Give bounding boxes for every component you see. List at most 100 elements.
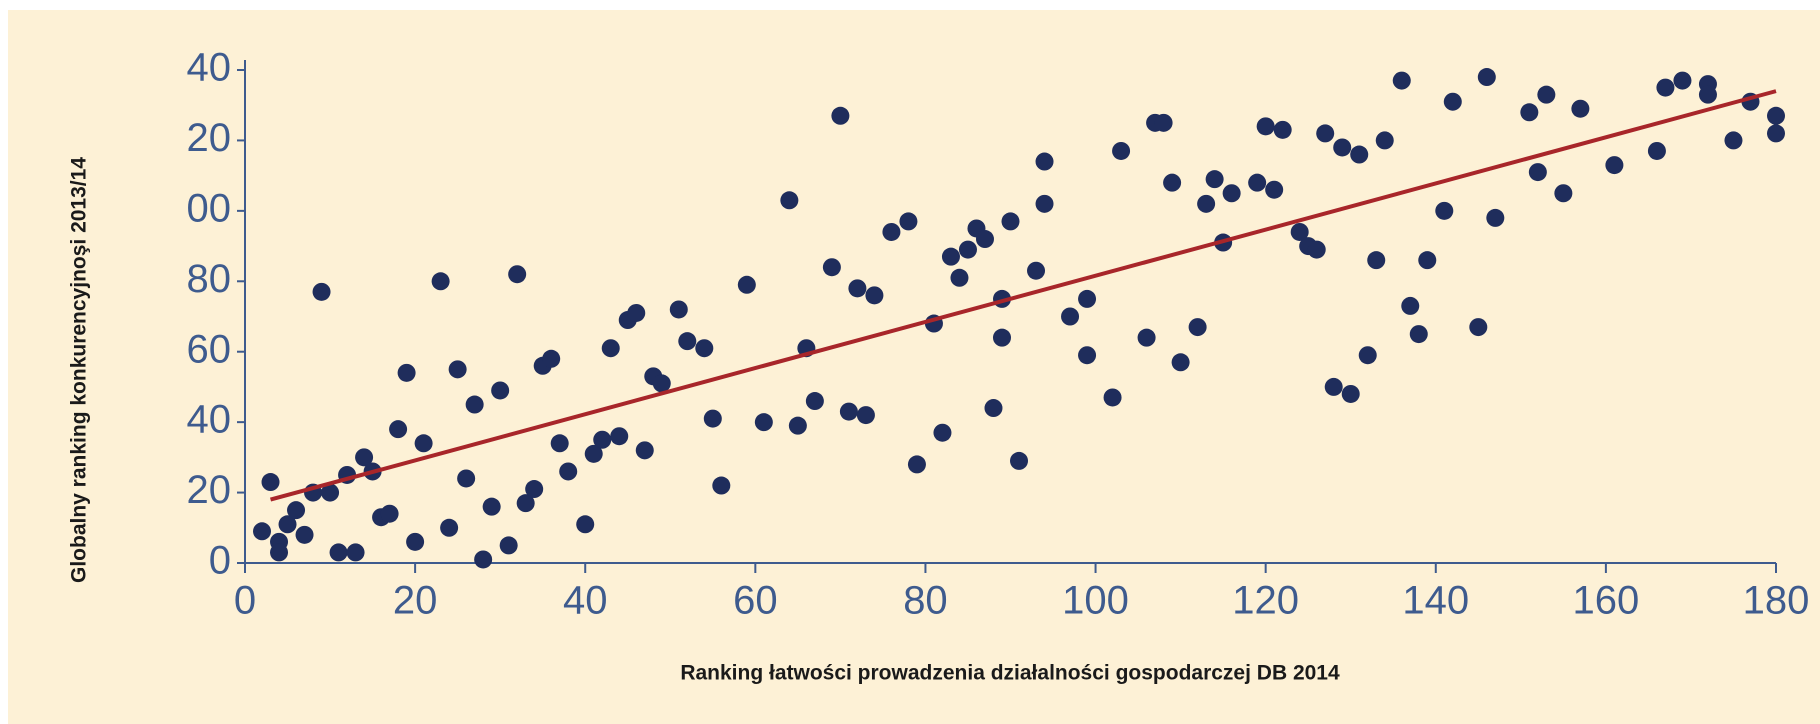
point <box>321 483 340 502</box>
point <box>1171 353 1190 372</box>
point <box>1767 106 1785 125</box>
point <box>1163 173 1182 192</box>
point <box>1001 212 1020 231</box>
point <box>856 406 875 425</box>
point <box>1554 184 1573 203</box>
point <box>457 469 476 488</box>
point <box>933 423 952 442</box>
point <box>525 480 544 499</box>
point <box>1724 131 1743 150</box>
point <box>1205 170 1224 189</box>
point <box>1307 240 1326 259</box>
point <box>1265 180 1284 199</box>
point <box>253 522 272 541</box>
point <box>1767 124 1785 143</box>
point <box>1197 194 1216 213</box>
point <box>380 504 399 523</box>
point <box>1528 163 1547 182</box>
x-tick-label: 140 <box>1402 579 1469 623</box>
point <box>1137 328 1156 347</box>
x-tick-label: 160 <box>1573 579 1640 623</box>
point <box>652 374 671 393</box>
y-axis-title: Globalny ranking konkurencyjnoşi 2013/14 <box>68 157 91 583</box>
x-tick-label: 120 <box>1232 579 1299 623</box>
point <box>1698 85 1717 104</box>
point <box>1409 325 1428 344</box>
point <box>1010 451 1029 470</box>
point <box>992 328 1011 347</box>
point <box>1333 138 1352 157</box>
x-axis-title: Ranking łatwości prowadzenia działalnośc… <box>680 662 1340 685</box>
point <box>1401 296 1420 315</box>
point <box>346 543 365 562</box>
point <box>1647 141 1666 160</box>
point <box>440 518 459 537</box>
point <box>465 395 484 414</box>
point <box>1273 120 1292 139</box>
point <box>754 413 773 432</box>
point <box>397 363 416 382</box>
x-tick-label: 80 <box>903 579 948 623</box>
point <box>1078 346 1097 365</box>
point <box>474 550 493 569</box>
point <box>1435 201 1454 220</box>
point <box>1027 261 1046 280</box>
y-tick-label: 0 <box>209 539 231 583</box>
point <box>865 286 884 305</box>
point <box>1486 208 1505 227</box>
point <box>822 258 841 277</box>
point <box>1469 318 1488 337</box>
point <box>1103 388 1122 407</box>
point <box>1112 141 1131 160</box>
point <box>941 247 960 266</box>
x-tick-label: 0 <box>234 579 256 623</box>
y-tick-label: 60 <box>187 327 232 371</box>
point <box>627 303 646 322</box>
point <box>984 399 1003 418</box>
y-tick-label: 40 <box>187 398 232 442</box>
point <box>1418 251 1437 270</box>
point <box>1443 92 1462 111</box>
point <box>270 543 289 562</box>
x-tick-label: 40 <box>563 579 608 623</box>
point <box>1188 318 1207 337</box>
point <box>1571 99 1590 118</box>
y-tick-label: 40 <box>187 46 232 90</box>
point <box>1367 251 1386 270</box>
point <box>295 525 314 544</box>
point <box>1537 85 1556 104</box>
point <box>482 497 501 516</box>
point <box>593 430 612 449</box>
point <box>899 212 918 231</box>
x-tick-label: 180 <box>1743 579 1810 623</box>
point <box>1154 113 1173 132</box>
point <box>1656 78 1675 97</box>
point <box>261 473 280 492</box>
point <box>1341 384 1360 403</box>
point <box>601 339 620 358</box>
point <box>805 392 824 411</box>
point <box>584 444 603 463</box>
point <box>1248 173 1267 192</box>
point <box>669 300 688 319</box>
point <box>355 448 374 467</box>
point <box>312 282 331 301</box>
point <box>499 536 518 555</box>
point <box>780 191 799 210</box>
point <box>678 332 697 351</box>
point <box>1324 377 1343 396</box>
point <box>703 409 722 428</box>
point <box>1078 289 1097 308</box>
point <box>1222 184 1241 203</box>
point <box>958 240 977 259</box>
background <box>8 10 1820 724</box>
point <box>576 515 595 534</box>
point <box>406 532 425 551</box>
y-tick-label: 00 <box>187 186 232 230</box>
point <box>431 272 450 291</box>
x-tick-label: 20 <box>393 579 438 623</box>
point <box>550 434 569 453</box>
point <box>712 476 731 495</box>
